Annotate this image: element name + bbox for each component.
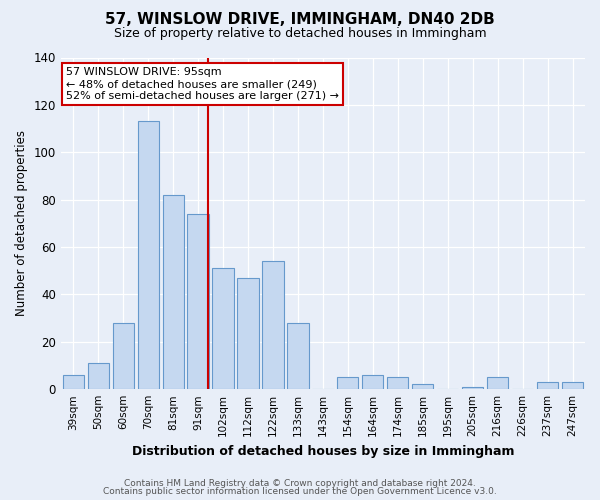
X-axis label: Distribution of detached houses by size in Immingham: Distribution of detached houses by size … <box>131 444 514 458</box>
Bar <box>337 378 358 389</box>
Y-axis label: Number of detached properties: Number of detached properties <box>15 130 28 316</box>
Bar <box>562 382 583 389</box>
Bar <box>163 195 184 389</box>
Bar <box>187 214 209 389</box>
Bar <box>113 323 134 389</box>
Text: Contains public sector information licensed under the Open Government Licence v3: Contains public sector information licen… <box>103 487 497 496</box>
Bar <box>387 378 409 389</box>
Bar <box>462 387 483 389</box>
Text: 57, WINSLOW DRIVE, IMMINGHAM, DN40 2DB: 57, WINSLOW DRIVE, IMMINGHAM, DN40 2DB <box>105 12 495 28</box>
Text: Contains HM Land Registry data © Crown copyright and database right 2024.: Contains HM Land Registry data © Crown c… <box>124 478 476 488</box>
Bar <box>262 261 284 389</box>
Bar <box>487 378 508 389</box>
Bar <box>137 122 159 389</box>
Bar <box>238 278 259 389</box>
Bar <box>88 363 109 389</box>
Bar <box>212 268 233 389</box>
Bar <box>412 384 433 389</box>
Text: Size of property relative to detached houses in Immingham: Size of property relative to detached ho… <box>113 28 487 40</box>
Bar <box>537 382 558 389</box>
Bar <box>287 323 308 389</box>
Text: 57 WINSLOW DRIVE: 95sqm
← 48% of detached houses are smaller (249)
52% of semi-d: 57 WINSLOW DRIVE: 95sqm ← 48% of detache… <box>66 68 339 100</box>
Bar <box>362 375 383 389</box>
Bar <box>62 375 84 389</box>
